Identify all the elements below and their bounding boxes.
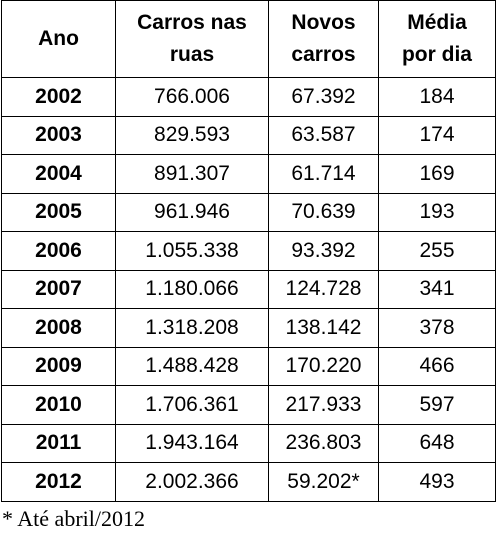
footnote: * Até abril/2012 [2, 506, 145, 531]
value-cell: 170.220 [268, 346, 379, 386]
header-line: ruas [169, 43, 215, 66]
year-cell: 2004 [1, 154, 116, 194]
header-row: Ano Carros nas ruas Novos carros Média por dia [1, 0, 496, 78]
value-cell: 1.180.066 [115, 269, 269, 309]
value-cell: 63.587 [268, 115, 379, 155]
year-cell: 2008 [1, 308, 116, 348]
value-cell: 766.006 [115, 77, 269, 117]
value-cell: 169 [378, 154, 496, 194]
year-cell: 2012 [1, 462, 116, 502]
header-cell: Carros nas ruas [115, 0, 269, 78]
table-row: 2006 1.055.338 93.392 255 [1, 231, 496, 271]
value-cell: 891.307 [115, 154, 269, 194]
header-line: por dia [401, 43, 472, 66]
value-cell: 1.943.164 [115, 423, 269, 463]
table-row: 2002 766.006 67.392 184 [1, 77, 496, 117]
table-row: 2005 961.946 70.639 193 [1, 192, 496, 232]
year-cell: 2007 [1, 269, 116, 309]
header-line: Média [407, 11, 467, 34]
year-cell: 2006 [1, 231, 116, 271]
value-cell: 67.392 [268, 77, 379, 117]
value-cell: 1.318.208 [115, 308, 269, 348]
value-cell: 138.142 [268, 308, 379, 348]
value-cell: 184 [378, 77, 496, 117]
year-cell: 2003 [1, 115, 116, 155]
value-cell: 466 [378, 346, 496, 386]
header-line: Carros nas [137, 11, 247, 34]
data-table: Ano Carros nas ruas Novos carros Média por dia… [1, 0, 496, 502]
table-row: 2011 1.943.164 236.803 648 [1, 423, 496, 463]
table-row: 2008 1.318.208 138.142 378 [1, 308, 496, 348]
value-cell: 378 [378, 308, 496, 348]
value-cell: 61.714 [268, 154, 379, 194]
year-cell: 2010 [1, 385, 116, 425]
value-cell: 124.728 [268, 269, 379, 309]
header-cell: Novos carros [268, 0, 379, 78]
table-row: 2012 2.002.366 59.202* 493 [1, 462, 496, 502]
header-line: Ano [38, 27, 79, 50]
table-body: 2002 766.006 67.392 184 2003 829.593 63.587 174… [1, 77, 496, 502]
year-cell: 2005 [1, 192, 116, 232]
value-cell: 174 [378, 115, 496, 155]
value-cell: 961.946 [115, 192, 269, 232]
header-cell: Média por dia [378, 0, 496, 78]
value-cell: 236.803 [268, 423, 379, 463]
value-cell: 193 [378, 192, 496, 232]
value-cell: 255 [378, 231, 496, 271]
value-cell: 93.392 [268, 231, 379, 271]
table-row: 2010 1.706.361 217.933 597 [1, 385, 496, 425]
value-cell: 217.933 [268, 385, 379, 425]
value-cell: 1.055.338 [115, 231, 269, 271]
value-cell: 829.593 [115, 115, 269, 155]
year-cell: 2011 [1, 423, 116, 463]
header-cell: Ano [1, 0, 116, 78]
table-row: 2003 829.593 63.587 174 [1, 115, 496, 155]
value-cell: 648 [378, 423, 496, 463]
table-row: 2004 891.307 61.714 169 [1, 154, 496, 194]
value-cell: 59.202* [268, 462, 379, 502]
value-cell: 597 [378, 385, 496, 425]
header-line: Novos [291, 11, 356, 34]
table-row: 2007 1.180.066 124.728 341 [1, 269, 496, 309]
value-cell: 1.706.361 [115, 385, 269, 425]
header-line: carros [291, 43, 356, 66]
value-cell: 341 [378, 269, 496, 309]
year-cell: 2002 [1, 77, 116, 117]
table-row: 2009 1.488.428 170.220 466 [1, 346, 496, 386]
year-cell: 2009 [1, 346, 116, 386]
value-cell: 1.488.428 [115, 346, 269, 386]
value-cell: 70.639 [268, 192, 379, 232]
value-cell: 2.002.366 [115, 462, 269, 502]
value-cell: 493 [378, 462, 496, 502]
